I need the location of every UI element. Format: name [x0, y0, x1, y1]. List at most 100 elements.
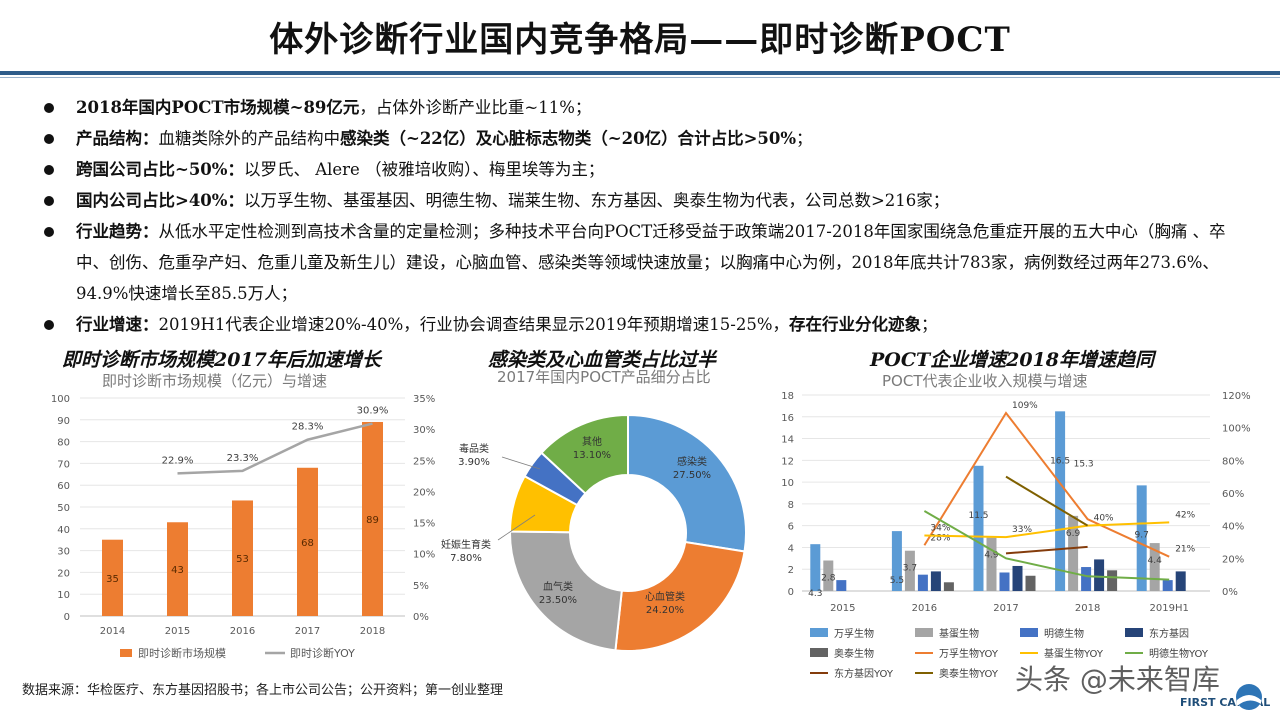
- y2-tick-label: 0%: [413, 612, 429, 623]
- yoy-line: [1005, 475, 1089, 527]
- bar-company-revenue: [999, 572, 1010, 591]
- legend-label: 东方基因: [1149, 627, 1189, 640]
- yoy-label: 42%: [1175, 510, 1195, 520]
- bar-value-label: 6.9: [1066, 529, 1081, 539]
- bullet-text: 以罗氏、 Alere （被雅培收购）、梅里埃等为主；: [243, 160, 605, 179]
- legend-swatch-bar: [120, 649, 132, 657]
- bar-market-size: [102, 539, 123, 616]
- bar-company-revenue: [823, 560, 834, 591]
- bullet-domestic: 国内公司占比>40%：以万孚生物、基蛋基因、明德生物、瑞莱生物、东方基因、奥泰生…: [40, 185, 1250, 216]
- slice-name-label: 感染类: [677, 455, 707, 468]
- y-tick-label: 80: [57, 438, 70, 449]
- x-tick-label: 2015: [165, 626, 190, 637]
- y-tick-label: 4: [788, 543, 794, 554]
- chart3-title: POCT代表企业收入规模与增速: [882, 372, 1088, 390]
- bullet-text-2: ；: [921, 315, 938, 334]
- slice-value-label: 13.10%: [573, 450, 611, 461]
- y-tick-label: 90: [57, 416, 70, 427]
- x-tick-label: 2016: [230, 626, 255, 637]
- yoy-label: 23.3%: [227, 453, 259, 464]
- bullet-trend: 行业趋势：从低水平定性检测到高技术含量的定量检测；多种技术平台向POCT迁移受益…: [40, 216, 1250, 309]
- bar-company-revenue: [1012, 565, 1023, 591]
- bullet-bold-2: 感染类（~22亿）及心脏标志物类（~20亿）合计占比>50%: [340, 129, 797, 148]
- y-tick-label: 50: [57, 503, 70, 514]
- x-tick-label: 2019H1: [1150, 603, 1189, 614]
- bar-market-size: [167, 522, 188, 616]
- y-tick-label: 0: [788, 587, 794, 598]
- legend-label: 基蛋生物: [939, 627, 979, 640]
- bar-company-revenue: [1107, 570, 1118, 591]
- data-source-note: 数据来源：华检医疗、东方基因招股书；各上市公司公告；公开资料；第一创业整理: [22, 683, 504, 698]
- yoy-label: 28%: [930, 533, 950, 543]
- y2-tick-label: 40%: [1222, 522, 1244, 533]
- x-tick-label: 2018: [1075, 603, 1100, 614]
- bullet-dot: [44, 227, 54, 237]
- y-tick-label: 16: [781, 413, 794, 424]
- legend-label: 万孚生物: [834, 627, 874, 640]
- slice-name-label: 妊娠生育类: [441, 538, 491, 551]
- page-title: 体外诊断行业国内竞争格局——即时诊断POCT: [269, 20, 1011, 60]
- yoy-line: [923, 510, 1170, 581]
- bar-market-size: [297, 467, 318, 616]
- bar-company-revenue: [943, 582, 954, 591]
- chart2-title: 2017年国内POCT产品细分占比: [497, 368, 711, 386]
- legend-swatch-bar: [1020, 628, 1038, 637]
- legend-swatch-bar: [810, 648, 828, 657]
- bullet-dot: [44, 320, 54, 330]
- bar-company-revenue: [904, 550, 915, 591]
- bullet-text: 从低水平定性检测到高技术含量的定量检测；多种技术平台向POCT迁移受益于政策端2…: [76, 222, 1226, 303]
- slice-name-label: 心血管类: [645, 590, 685, 603]
- bullet-dot: [44, 165, 54, 175]
- x-tick-label: 2014: [100, 626, 125, 637]
- yoy-label: 21%: [1175, 545, 1195, 555]
- bar-value-label: 11.5: [968, 511, 988, 521]
- y2-tick-label: 20%: [1222, 554, 1244, 565]
- x-tick-label: 2017: [295, 626, 320, 637]
- bar-company-revenue: [986, 537, 997, 591]
- x-tick-label: 2015: [830, 603, 855, 614]
- bar-value-label: 4.3: [808, 589, 822, 599]
- bullet-growth: 行业增速：2019H1代表企业增速20%-40%，行业协会调查结果显示2019年…: [40, 309, 1250, 340]
- bullet-market-size: 2018年国内POCT市场规模~89亿元，占体外诊断产业比重~11%；: [40, 92, 1250, 123]
- donut-slice: [540, 413, 629, 495]
- legend-label: 奥泰生物: [834, 647, 874, 660]
- legend-label: 东方基因YOY: [834, 667, 894, 680]
- y2-tick-label: 60%: [1222, 489, 1244, 500]
- y-tick-label: 40: [57, 525, 70, 536]
- bar-company-revenue: [1175, 571, 1186, 591]
- legend-label: 万孚生物YOY: [939, 647, 999, 660]
- y-tick-label: 14: [781, 435, 794, 446]
- bar-company-revenue: [1136, 485, 1147, 591]
- yoy-label: 22.9%: [162, 455, 194, 466]
- bar-company-revenue: [1055, 411, 1066, 591]
- y-tick-label: 10: [57, 590, 70, 601]
- slice-value-label: 23.50%: [539, 595, 577, 606]
- yoy-line: [923, 411, 1170, 558]
- y2-tick-label: 5%: [413, 581, 429, 592]
- bar-value-label: 3.7: [903, 564, 917, 574]
- legend-swatch-bar: [915, 628, 933, 637]
- bullet-dot: [44, 196, 54, 206]
- leader-line: [501, 456, 541, 470]
- bullet-dot: [44, 134, 54, 144]
- slice-name-label: 血气类: [543, 580, 573, 593]
- bar-value-label: 53: [236, 554, 249, 565]
- product-mix-donut: 感染类 27.50% 心血管类 24.20% 血气类 23.50% 妊娠生育类 7.80% 毒品…: [441, 413, 747, 652]
- bar-company-revenue: [973, 465, 984, 591]
- y2-tick-label: 15%: [413, 519, 435, 530]
- bullet-bold: 国内公司占比>40%：: [76, 191, 244, 210]
- y-tick-label: 10: [781, 478, 794, 489]
- slice-value-label: 24.20%: [646, 605, 684, 616]
- company-growth-chart: 0 2 4 6 8 10 12 14 16 18 0% 20% 40% 60% 80% 100% 120% 201…: [781, 391, 1250, 680]
- watermark: 头条 @未来智库: [1015, 663, 1220, 696]
- legend-label: 基蛋生物YOY: [1044, 647, 1104, 660]
- donut-slice: [614, 540, 746, 652]
- y2-tick-label: 10%: [413, 550, 435, 561]
- legend-label: 明德生物YOY: [1149, 647, 1209, 660]
- yoy-line: [177, 422, 373, 475]
- yoy-label: 40%: [1094, 514, 1114, 524]
- slice-value-label: 7.80%: [450, 553, 482, 564]
- bullet-bold: 行业增速：: [76, 315, 159, 334]
- bar-value-label: 68: [301, 538, 314, 549]
- y2-tick-label: 0%: [1222, 587, 1238, 598]
